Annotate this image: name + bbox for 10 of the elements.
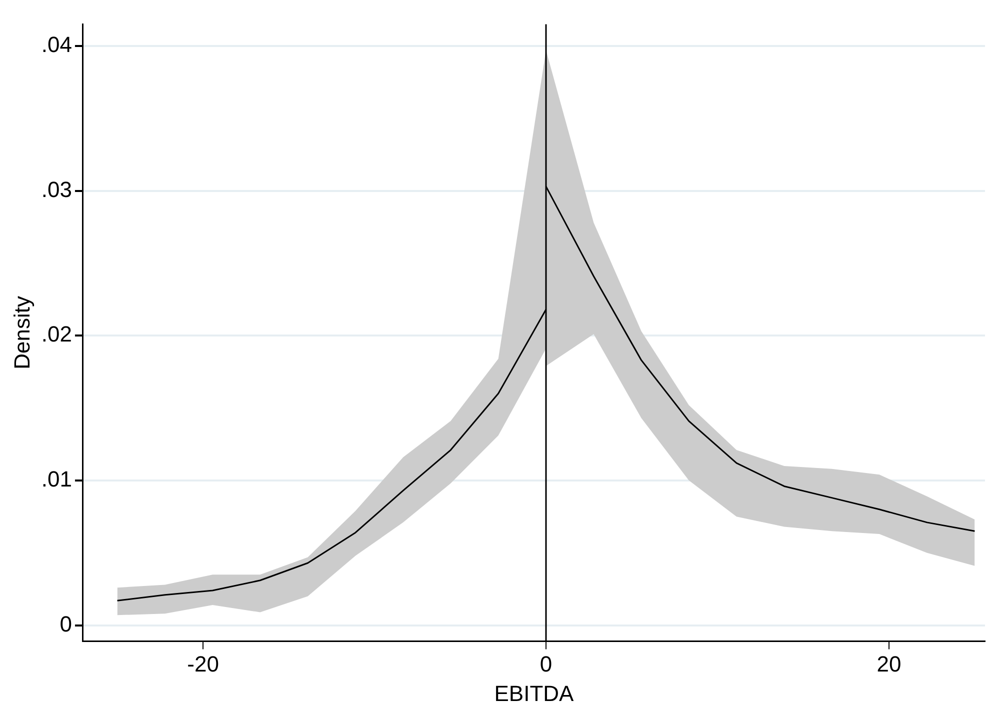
y-tick-label: .01 <box>41 466 72 492</box>
x-tick-label: -20 <box>187 651 219 676</box>
y-axis-title: Density <box>9 296 34 370</box>
y-tick-label: .03 <box>41 176 72 202</box>
y-tick-label: .04 <box>41 32 72 57</box>
y-tick-label: 0 <box>60 611 72 636</box>
y-tick-label: .02 <box>41 322 72 347</box>
x-tick-label: 20 <box>876 651 902 676</box>
x-tick-label: 0 <box>540 651 552 676</box>
x-axis-title: EBITDA <box>494 680 574 706</box>
